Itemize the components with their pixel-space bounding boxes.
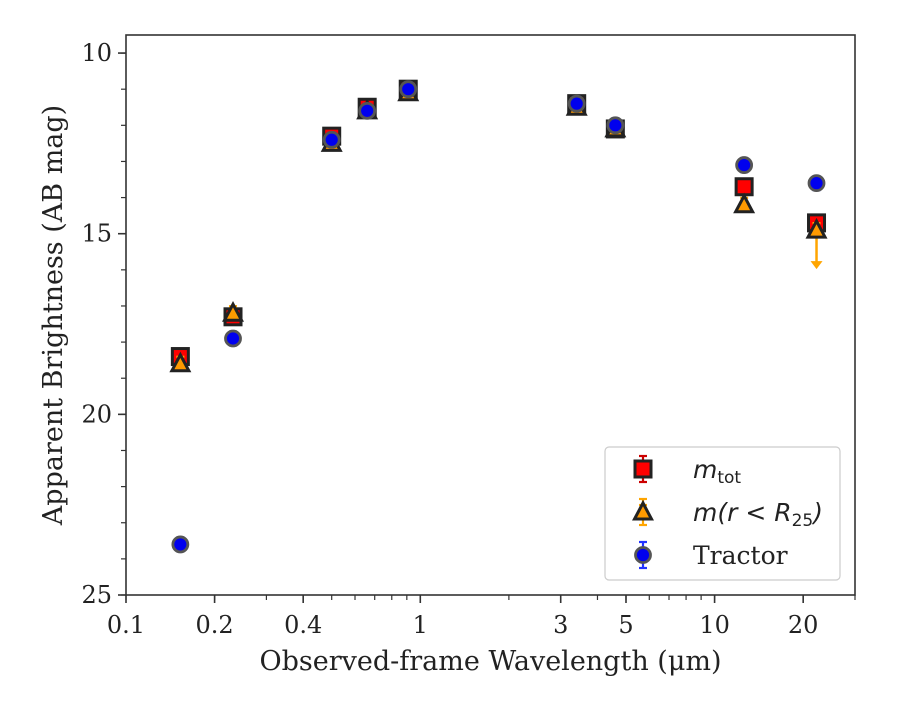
data-point-circle	[807, 174, 826, 193]
axis-ticks: 0.1 0.2 0.4 1 3 5 10 20 10 15 20 25	[81, 39, 856, 639]
legend-label-main: m(r < R	[693, 498, 792, 527]
legend-label-subscript: tot	[717, 468, 741, 488]
x-tick-label: 10	[699, 611, 730, 639]
data-point-circle	[567, 94, 586, 113]
data-point-triangle	[805, 217, 828, 239]
data-point-circle	[224, 329, 242, 348]
data-point-triangle	[222, 300, 245, 322]
data-point-circle	[358, 101, 377, 120]
legend-label: Tractor	[693, 541, 788, 570]
x-tick-label: 0.2	[196, 611, 234, 639]
series-circle	[171, 80, 826, 554]
y-tick-label: 25	[81, 581, 112, 609]
y-tick-label: 10	[81, 39, 112, 67]
y-axis-label: Apparent Brightness (AB mag)	[38, 105, 69, 526]
plot-frame	[125, 34, 856, 596]
data-point-circle	[171, 535, 190, 554]
x-tick-label: 0.4	[284, 611, 322, 639]
x-tick-label: 20	[788, 611, 819, 639]
x-tick-label: 5	[618, 611, 633, 639]
legend-marker-square	[633, 459, 653, 479]
x-axis-label: Observed-frame Wavelength (μm)	[259, 646, 721, 677]
data-point-circle	[322, 130, 341, 149]
data-point-circle	[399, 80, 418, 99]
x-tick-label: 0.1	[107, 611, 145, 639]
data-points	[169, 79, 828, 554]
legend-box	[604, 446, 841, 581]
legend-label: mtot	[693, 455, 741, 488]
legend-label-main: m	[693, 455, 717, 484]
y-tick-label: 15	[81, 220, 112, 248]
data-point-triangle	[169, 351, 192, 373]
legend-label-tail: )	[811, 498, 823, 527]
legend-label: m(r < R25)	[693, 498, 823, 531]
series-square	[170, 79, 827, 367]
series-triangle	[169, 80, 828, 373]
data-point-square	[734, 177, 754, 197]
legend-marker-triangle	[632, 499, 654, 521]
data-point-circle	[606, 116, 625, 135]
legend-marker-circle	[634, 546, 652, 564]
x-tick-label: 3	[553, 611, 568, 639]
y-tick-label: 20	[81, 400, 112, 428]
data-point-circle	[735, 156, 754, 174]
legend-label-subscript: 25	[792, 511, 814, 531]
x-tick-label: 1	[413, 611, 428, 639]
upper-limit-arrowhead	[810, 261, 823, 270]
legend: mtot m(r < R25) Tractor	[604, 446, 841, 581]
data-point-triangle	[733, 192, 756, 214]
